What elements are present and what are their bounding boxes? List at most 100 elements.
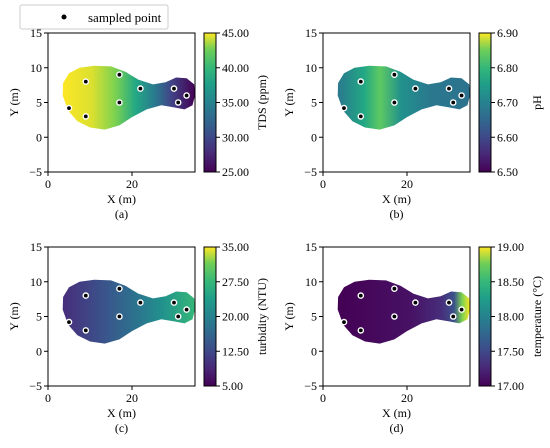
legend-label: sampled point [88, 10, 162, 25]
colorbar-tick-label: 20.00 [222, 310, 249, 324]
colorbar-tick-label: 25.00 [222, 165, 249, 179]
y-tick-label: 5 [36, 96, 42, 110]
colorbar [478, 32, 492, 173]
x-tick-label: 0 [320, 391, 326, 405]
colorbar-tick-label: 6.50 [497, 165, 518, 179]
y-tick-label: 5 [311, 310, 317, 324]
x-tick-label: 0 [45, 391, 51, 405]
colorbar-tick-label: 12.50 [222, 344, 249, 358]
sampled-point [65, 104, 73, 112]
chart-panel-d: Y (m) X (m) (d) temperature (°C) −505101… [282, 240, 544, 435]
y-tick-label: 5 [36, 310, 42, 324]
colorbar-label: TDS (ppm) [255, 75, 269, 130]
panel-label: (c) [115, 421, 128, 435]
sampled-point [82, 78, 90, 85]
x-tick-label: 0 [45, 177, 51, 191]
sampled-point [82, 292, 90, 299]
interpolated-field [337, 65, 470, 130]
colorbar-tick-label: 40.00 [222, 61, 249, 75]
y-tick-label: 10 [305, 275, 317, 289]
sampled-point [174, 99, 182, 106]
legend-marker [61, 14, 67, 20]
y-tick-label: 15 [305, 26, 317, 40]
panel-label: (b) [390, 207, 404, 221]
interpolated-field [62, 65, 196, 130]
colorbar-tick-label: 27.50 [222, 275, 249, 289]
colorbar-label: turbidity (NTU) [255, 278, 269, 355]
colorbar-tick-label: 35.00 [222, 96, 249, 110]
interpolated-field [337, 279, 470, 344]
x-axis-label: X (m) [107, 406, 136, 420]
sampled-point [357, 113, 365, 120]
colorbar-tick-label: 6.60 [497, 130, 518, 144]
sampled-point [137, 299, 144, 306]
x-axis-label: X (m) [382, 406, 411, 420]
colorbar-tick-label: 5.00 [222, 379, 243, 393]
y-tick-label: 10 [30, 61, 42, 75]
x-tick-label: 20 [126, 177, 138, 191]
colorbar [203, 32, 217, 173]
colorbar-label: pH [530, 95, 544, 110]
y-tick-label: −5 [29, 165, 42, 179]
colorbar-tick-label: 17.00 [497, 379, 524, 393]
sampled-point [458, 92, 465, 99]
sampled-point [170, 85, 178, 92]
sampled-point [116, 99, 123, 106]
x-axis-label: X (m) [382, 192, 411, 206]
chart-panel-c: Y (m) X (m) (c) turbidity (NTU) −5051015… [7, 240, 269, 435]
colorbar [203, 246, 217, 387]
y-tick-label: −5 [304, 379, 317, 393]
sampled-point [183, 306, 190, 313]
sampled-point [116, 285, 123, 293]
y-tick-label: 10 [30, 275, 42, 289]
y-tick-label: 15 [30, 240, 42, 254]
sampled-point [412, 85, 419, 92]
sampled-point [391, 99, 398, 106]
x-tick-label: 20 [401, 177, 413, 191]
x-axis-label: X (m) [107, 192, 136, 206]
x-tick-label: 20 [401, 391, 413, 405]
y-tick-label: 10 [305, 61, 317, 75]
colorbar-tick-label: 30.00 [222, 130, 249, 144]
y-tick-label: −5 [29, 379, 42, 393]
y-axis-label: Y (m) [7, 88, 21, 117]
sampled-point [170, 299, 178, 306]
sampled-point [65, 318, 73, 326]
y-tick-label: 0 [311, 130, 317, 144]
colorbar-tick-label: 19.00 [497, 240, 524, 254]
colorbar-tick-label: 18.50 [497, 275, 524, 289]
y-tick-label: 0 [36, 344, 42, 358]
colorbar [478, 246, 492, 387]
colorbar-tick-label: 6.80 [497, 61, 518, 75]
colorbar-tick-label: 45.00 [222, 26, 249, 40]
interpolated-field [62, 279, 196, 344]
panel-label: (a) [115, 207, 128, 221]
y-axis-label: Y (m) [282, 88, 296, 117]
sampled-point [357, 78, 365, 85]
sampled-point [340, 318, 348, 326]
sampled-point [445, 85, 453, 92]
sampled-point [82, 113, 90, 120]
y-tick-label: 0 [36, 130, 42, 144]
colorbar-tick-label: 6.90 [497, 26, 518, 40]
y-axis-label: Y (m) [7, 302, 21, 331]
sampled-point [116, 71, 123, 78]
sampled-point [340, 104, 348, 112]
sampled-point [458, 306, 465, 313]
y-tick-label: 15 [30, 26, 42, 40]
colorbar-tick-label: 17.50 [497, 344, 524, 358]
sampled-point [412, 299, 419, 306]
sampled-point [137, 85, 144, 92]
y-axis-label: Y (m) [282, 302, 296, 331]
y-tick-label: −5 [304, 165, 317, 179]
sampled-point [357, 327, 365, 334]
sampled-point [391, 71, 398, 78]
sampled-point [391, 313, 398, 320]
sampled-point [391, 285, 398, 293]
colorbar-tick-label: 35.00 [222, 240, 249, 254]
legend: sampled point [19, 4, 169, 30]
y-tick-label: 0 [311, 344, 317, 358]
